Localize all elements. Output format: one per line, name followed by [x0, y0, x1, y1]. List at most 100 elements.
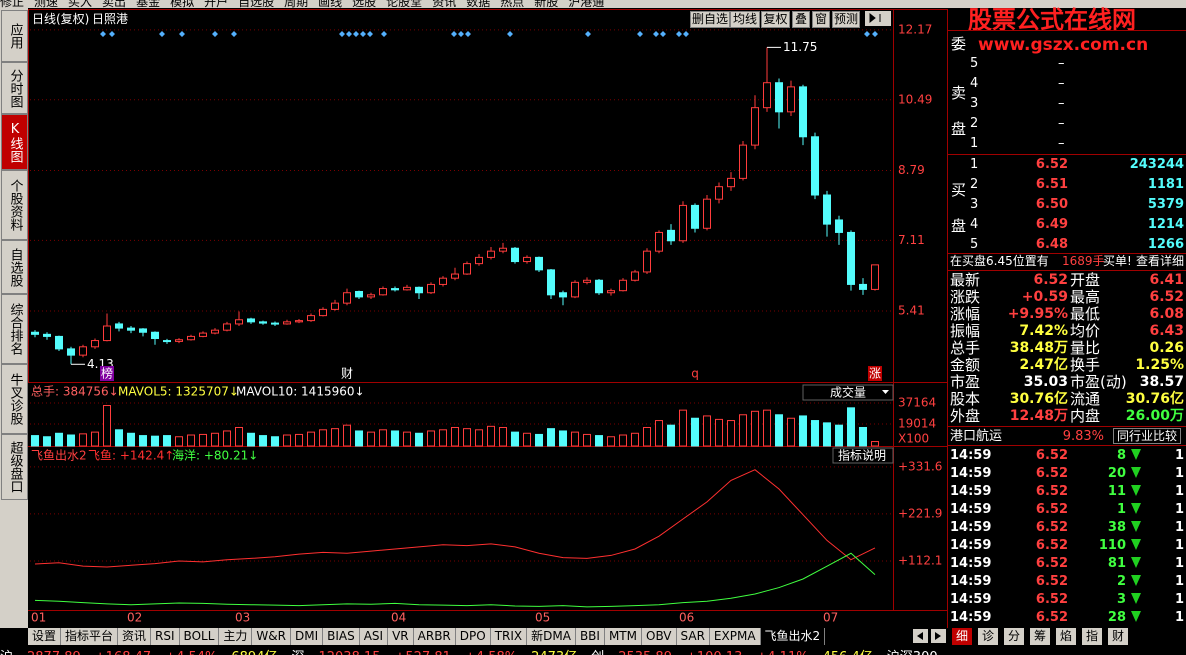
indicator-tab[interactable]: BIAS — [323, 628, 360, 645]
detail-tab[interactable]: 筹 — [1030, 628, 1050, 645]
sidebar-tab[interactable]: 个股资料 — [1, 170, 28, 240]
candle-body — [811, 136, 819, 196]
down-arrow — [1131, 539, 1141, 550]
indicator-tab[interactable]: BOLL — [180, 628, 220, 645]
header-button[interactable]: 复权 — [761, 11, 790, 28]
sidebar-tab[interactable]: 综合排名 — [1, 294, 28, 364]
bid-notice[interactable]: 查看详细 — [1136, 254, 1185, 268]
indicator-button[interactable]: 指标说明 — [838, 448, 886, 463]
indicator-tab[interactable]: 指标平台 — [61, 628, 119, 645]
stat-value: 1.25% — [1135, 357, 1184, 373]
indicator-tab[interactable]: 主力 — [219, 628, 253, 645]
detail-tab[interactable]: 诊 — [978, 628, 998, 645]
indicator-tab[interactable]: MTM — [605, 628, 642, 645]
indicator-tab[interactable]: W&R — [252, 628, 291, 645]
ask-price: – — [1058, 136, 1065, 151]
header-button[interactable]: 删自选 — [690, 11, 730, 28]
candle-body — [199, 332, 207, 337]
sidebar-tab[interactable]: 应用 — [1, 10, 28, 62]
volume-bar — [751, 410, 759, 447]
indicator-tab[interactable]: OBV — [642, 628, 677, 645]
y-tick-label: 19014 — [898, 417, 936, 431]
toolbar-item[interactable]: 选股 — [352, 0, 377, 8]
toolbar-item[interactable]: 模拟 — [170, 0, 195, 8]
volume-bar — [103, 405, 111, 447]
volume-bar — [499, 426, 507, 447]
indicator-tab[interactable]: SAR — [677, 628, 710, 645]
toolbar-item[interactable]: 买入 — [68, 0, 93, 8]
stat-label: 最高 — [1070, 288, 1101, 306]
indicator-tab[interactable]: VR — [388, 628, 414, 645]
toolbar-item[interactable]: 资讯 — [432, 0, 457, 8]
detail-tab[interactable]: 指 — [1082, 628, 1102, 645]
toolbar-item[interactable]: 沪港通 — [568, 0, 605, 8]
toolbar-item[interactable]: 开户 — [204, 0, 229, 8]
status-item: +100.13 — [686, 650, 742, 655]
volume-button[interactable]: 成交量 — [830, 385, 866, 400]
header-button[interactable]: 预测 — [832, 11, 860, 28]
scroll-buttons[interactable] — [913, 629, 946, 643]
sidebar-tab[interactable]: 超级盘口 — [1, 434, 28, 500]
tick-volume: 3 — [1116, 592, 1126, 607]
indicator-tab[interactable]: EXPMA — [710, 628, 761, 645]
stat-label: 涨幅 — [950, 305, 981, 323]
volume-bar — [847, 407, 855, 447]
candle-body — [319, 308, 327, 317]
stat-label: 均价 — [1070, 322, 1101, 340]
toolbar-item[interactable]: 卖出 — [102, 0, 127, 8]
candle-body — [835, 219, 843, 233]
toolbar-item[interactable]: 自选股 — [238, 0, 275, 8]
toolbar-item[interactable]: 基金 — [136, 0, 161, 8]
sector-button[interactable]: 同行业比较 — [1113, 428, 1182, 444]
indicator-tab[interactable]: ASI — [360, 628, 389, 645]
stat-label: 最新 — [950, 271, 981, 289]
nav-arrows[interactable] — [865, 11, 891, 26]
toolbar-item[interactable]: 数据 — [466, 0, 491, 8]
sidebar-tab[interactable]: 分时图 — [1, 62, 28, 114]
candle-body — [823, 194, 831, 225]
indicator-tab[interactable]: ARBR — [414, 628, 456, 645]
sidebar-tab[interactable]: 自选股 — [1, 240, 28, 294]
down-arrow — [1131, 557, 1141, 568]
indicator-tab[interactable]: DMI — [291, 628, 324, 645]
sidebar-tab[interactable]: K线图 — [1, 114, 28, 170]
detail-tab[interactable]: 细 — [952, 628, 972, 645]
tick-volume: 1 — [1116, 502, 1126, 517]
tick-price: 6.52 — [1035, 592, 1068, 607]
bid-price: 6.52 — [1035, 157, 1068, 172]
header-button[interactable]: 窗 — [812, 11, 830, 28]
indicator-legend: 海洋: +80.21↓ — [172, 448, 258, 463]
stat-value: 38.57 — [1139, 374, 1184, 390]
indicator-tab[interactable]: 新DMA — [527, 628, 576, 645]
toolbar-item[interactable]: 新股 — [534, 0, 559, 8]
indicator-tab[interactable]: 飞鱼出水2 — [760, 628, 826, 645]
tick-time: 14:59 — [950, 484, 992, 499]
stat-value: 6.41 — [1149, 272, 1184, 288]
indicator-tab[interactable]: RSI — [151, 628, 180, 645]
header-button[interactable]: 叠 — [792, 11, 810, 28]
toolbar-item[interactable]: 论股堂 — [386, 0, 423, 8]
stat-label: 内盘 — [1070, 407, 1101, 425]
indicator-tab[interactable]: DPO — [456, 628, 491, 645]
detail-tab[interactable]: 财 — [1108, 628, 1128, 645]
candle-body — [103, 325, 111, 342]
volume-bar — [379, 429, 387, 447]
stat-value: 30.76亿 — [1009, 391, 1068, 407]
toolbar-item[interactable]: 热点 — [500, 0, 525, 8]
toolbar-item[interactable]: 周期 — [284, 0, 309, 8]
stock-name: 日照港 — [92, 12, 129, 26]
indicator-tab[interactable]: 资讯 — [118, 628, 152, 645]
status-item: +4.54% — [165, 650, 217, 655]
indicator-tab[interactable]: BBI — [576, 628, 605, 645]
toolbar-item[interactable]: 画线 — [318, 0, 343, 8]
detail-tab[interactable]: 焰 — [1056, 628, 1076, 645]
sidebar-tab[interactable]: 牛叉诊股 — [1, 364, 28, 434]
indicator-tab[interactable]: TRIX — [491, 628, 528, 645]
header-button[interactable]: 均线 — [730, 11, 760, 28]
toolbar-item[interactable]: 修正 — [0, 0, 25, 8]
toolbar-item[interactable]: 测速 — [34, 0, 59, 8]
volume-legend: MAVOL5: 1325707↓ — [118, 385, 239, 399]
detail-tab[interactable]: 分 — [1004, 628, 1024, 645]
indicator-tab[interactable]: 设置 — [28, 628, 62, 645]
